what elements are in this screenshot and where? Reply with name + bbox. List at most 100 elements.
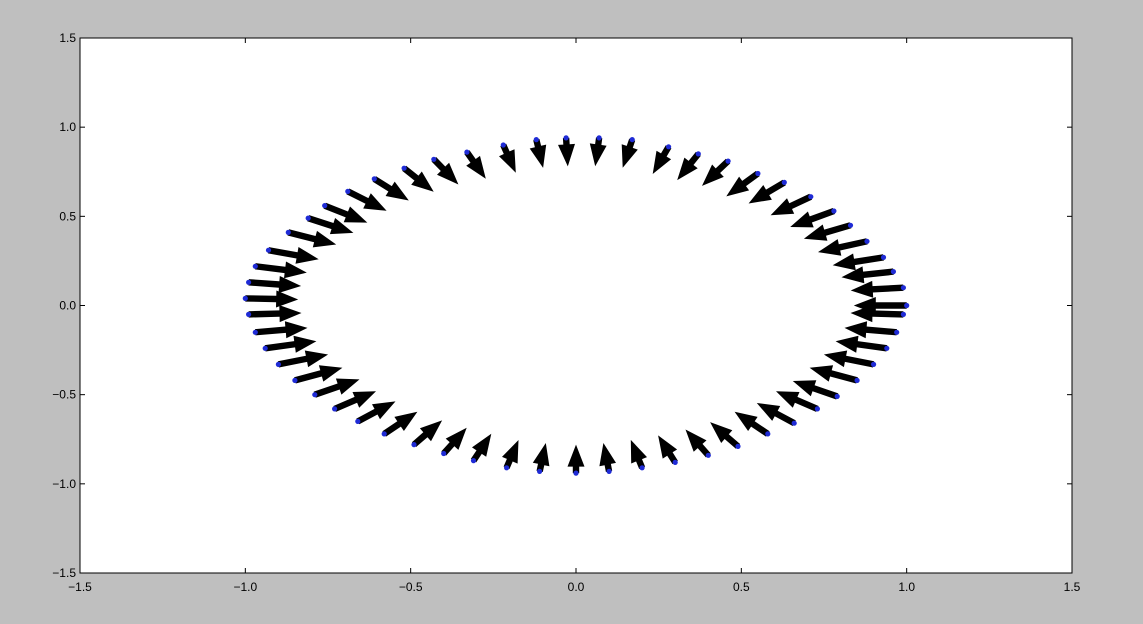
data-point [381, 431, 387, 437]
quiver-arrow [734, 411, 770, 437]
x-tick-label: 0.5 [733, 580, 750, 594]
data-point [252, 263, 258, 269]
data-point [470, 458, 477, 464]
data-point [864, 238, 870, 244]
data-point [411, 442, 417, 448]
x-tick-label: 1.5 [1064, 580, 1081, 594]
data-point [401, 165, 407, 171]
quiver-arrow [287, 229, 337, 248]
quiver-arrow [411, 420, 443, 447]
quiver-arrow [558, 137, 575, 167]
quiver-points [242, 135, 910, 476]
quiver-arrow [323, 202, 368, 223]
data-point [781, 179, 787, 185]
data-point [312, 392, 318, 398]
quiver-arrow [844, 321, 897, 339]
quiver-arrow [313, 378, 360, 398]
quiver-arrow [776, 391, 819, 412]
quiver-arrow [726, 170, 760, 197]
data-point [890, 269, 897, 275]
data-point [854, 377, 860, 383]
quiver-arrow [529, 138, 547, 168]
quiver-arrow [652, 145, 672, 174]
y-tick-label: 1.5 [59, 31, 76, 45]
data-point [639, 465, 645, 471]
data-point [884, 345, 890, 351]
data-point [265, 247, 272, 253]
quiver-arrow [277, 350, 329, 368]
quiver-arrow [748, 179, 786, 204]
y-axis-tick-labels: −1.5 −1.0 −0.5 0.0 0.5 1.0 1.5 [52, 31, 76, 580]
quiver-arrow [470, 433, 492, 463]
data-point [252, 329, 258, 335]
y-tick-label: −1.5 [52, 566, 76, 580]
data-point [322, 203, 328, 209]
data-point [246, 311, 252, 317]
quiver-arrow [264, 335, 317, 353]
data-point [629, 137, 635, 143]
quiver-arrow [464, 150, 486, 179]
quiver-arrow [248, 305, 302, 323]
data-point [573, 470, 579, 476]
y-tick-label: 0.0 [59, 299, 76, 313]
quiver-arrow [621, 138, 638, 168]
quiver-arrow [832, 253, 884, 271]
data-point [791, 420, 797, 426]
data-point [332, 406, 338, 412]
quiver-arrow [307, 215, 354, 235]
y-tick-label: 1.0 [59, 120, 76, 134]
data-point [847, 222, 854, 228]
quiver-arrow [294, 365, 343, 384]
x-tick-label: −1.0 [233, 580, 257, 594]
data-point [814, 406, 821, 412]
plot-frame [79, 37, 1073, 574]
quiver-arrow [850, 305, 904, 323]
quiver-arrow [255, 321, 308, 339]
data-point [900, 285, 907, 291]
y-tick-label: −1.0 [52, 477, 76, 491]
data-point [672, 459, 678, 465]
quiver-arrow [245, 290, 299, 308]
data-point [596, 135, 602, 141]
quiver-arrow [809, 365, 858, 384]
quiver-arrow [658, 435, 678, 465]
data-point [242, 295, 248, 301]
quiver-arrow [835, 335, 888, 353]
quiver-arrow [630, 439, 647, 469]
data-point [504, 465, 510, 471]
data-point [246, 279, 252, 285]
data-point [285, 229, 291, 235]
quiver-arrow [532, 443, 550, 472]
data-point [871, 361, 877, 367]
data-point [606, 468, 612, 474]
quiver-arrow [792, 380, 839, 400]
quiver-arrow [710, 422, 741, 449]
data-point [563, 135, 569, 141]
data-point [765, 431, 771, 437]
quiver-arrow [823, 350, 875, 368]
quiver-arrow [567, 444, 585, 474]
data-point [880, 254, 887, 260]
data-point [808, 194, 814, 200]
data-point [431, 156, 437, 162]
data-point [533, 137, 539, 143]
x-tick-label: −0.5 [399, 580, 423, 594]
quiver-arrow [333, 391, 376, 412]
data-point [537, 468, 543, 474]
data-point [464, 149, 470, 155]
x-tick-label: −1.5 [68, 580, 92, 594]
quiver-arrows [245, 137, 907, 474]
y-tick-label: 0.5 [59, 209, 76, 223]
data-point [834, 393, 840, 399]
data-point [500, 142, 506, 148]
quiver-arrow [770, 193, 813, 216]
quiver-arrow [685, 429, 711, 458]
quiver-arrow [599, 443, 616, 472]
data-point [441, 450, 447, 457]
data-point [275, 361, 281, 367]
data-point [900, 311, 907, 317]
quiver-arrow [677, 151, 701, 181]
data-point [705, 452, 711, 458]
data-point [305, 215, 311, 221]
data-point [695, 151, 701, 157]
